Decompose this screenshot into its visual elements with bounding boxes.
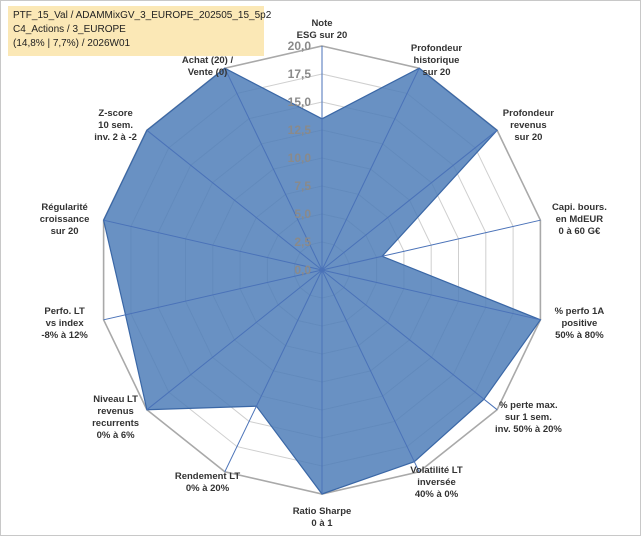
axis-label: Rendement LT (175, 471, 240, 482)
axis-label: 0 à 1 (311, 518, 333, 529)
axis-label: inversée (417, 477, 456, 488)
axis-label: vs index (46, 318, 85, 329)
portfolio-name: PTF_15_Val / ADAMMixGV_3_EUROPE_202505_1… (13, 10, 272, 21)
tick-label: 12,5 (288, 123, 312, 137)
tick-label: 20,0 (288, 39, 312, 53)
axis-spoke (103, 219, 323, 271)
axis-label: 50% à 80% (555, 330, 604, 341)
portfolio-info-box: PTF_15_Val / ADAMMixGV_3_EUROPE_202505_1… (8, 6, 272, 56)
tick-label: 15,0 (288, 95, 312, 109)
axis-spoke (321, 269, 498, 411)
axis-label: 0 à 60 G€ (559, 226, 601, 237)
axis-label: 0% à 6% (97, 430, 136, 441)
axis-label: Note (311, 18, 332, 29)
axis-label: Z-score (98, 108, 132, 119)
axis-label: revenus (510, 120, 546, 131)
axis-label: Volatilité LT (410, 465, 463, 476)
axis-label: Perfo. LT (44, 306, 85, 317)
axis-label: % perte max. (499, 400, 558, 411)
tick-label: 0,0 (294, 263, 311, 277)
axis-label: Vente (0) (188, 67, 228, 78)
axis-spoke (321, 269, 541, 321)
tick-label: 10,0 (288, 151, 312, 165)
axis-spoke (224, 269, 323, 473)
axis-label: Ratio Sharpe (293, 506, 352, 517)
axis-label: en MdEUR (556, 214, 604, 225)
axis-label: 10 sem. (98, 120, 133, 131)
axis-label: sur 20 (514, 132, 542, 143)
axis-label: inv. 50% à 20% (495, 424, 562, 435)
axis-spoke (146, 129, 323, 271)
axis-spoke (321, 67, 420, 271)
axis-spoke (321, 269, 420, 473)
axis-label: revenus (97, 406, 133, 417)
portfolio-stats: (14,8% | 7,7%) / 2026W01 (13, 38, 131, 49)
axis-label: -8% à 12% (41, 330, 88, 341)
tick-label: 5,0 (294, 207, 311, 221)
radar-axes (103, 46, 541, 494)
axis-label: Profondeur (503, 108, 554, 119)
axis-label: % perfo 1A (555, 306, 605, 317)
tick-label: 2,5 (294, 235, 311, 249)
axis-label: positive (561, 318, 597, 329)
axis-label: 0% à 20% (186, 483, 230, 494)
tick-label: 7,5 (294, 179, 311, 193)
axis-spoke (224, 67, 323, 271)
axis-label: historique (414, 55, 460, 66)
tick-label: 17,5 (288, 67, 312, 81)
axis-label: inv. 2 à -2 (94, 132, 137, 143)
axis-label: 40% à 0% (415, 489, 459, 500)
portfolio-category: C4_Actions / 3_EUROPE (13, 24, 126, 35)
axis-label: Niveau LT (93, 394, 138, 405)
axis-label: sur 1 sem. (505, 412, 552, 423)
axis-label: recurrents (92, 418, 139, 429)
axis-label: Profondeur (411, 43, 462, 54)
axis-label: croissance (40, 214, 90, 225)
radar-tick-labels: 0,0 2,5 5,0 7,5 10,0 12,5 15,0 17,5 20,0 (288, 39, 312, 277)
axis-label: sur 20 (51, 226, 79, 237)
axis-label: sur 20 (423, 67, 451, 78)
axis-label: Capi. bours. (552, 202, 607, 213)
axis-spoke (321, 219, 541, 271)
axis-label: Régularité (41, 202, 87, 213)
axis-spoke (321, 129, 498, 271)
axis-label: ESG sur 20 (297, 30, 348, 41)
axis-spoke (146, 269, 323, 411)
axis-spoke (103, 269, 323, 321)
axis-label: Achat (20) / (182, 55, 234, 66)
